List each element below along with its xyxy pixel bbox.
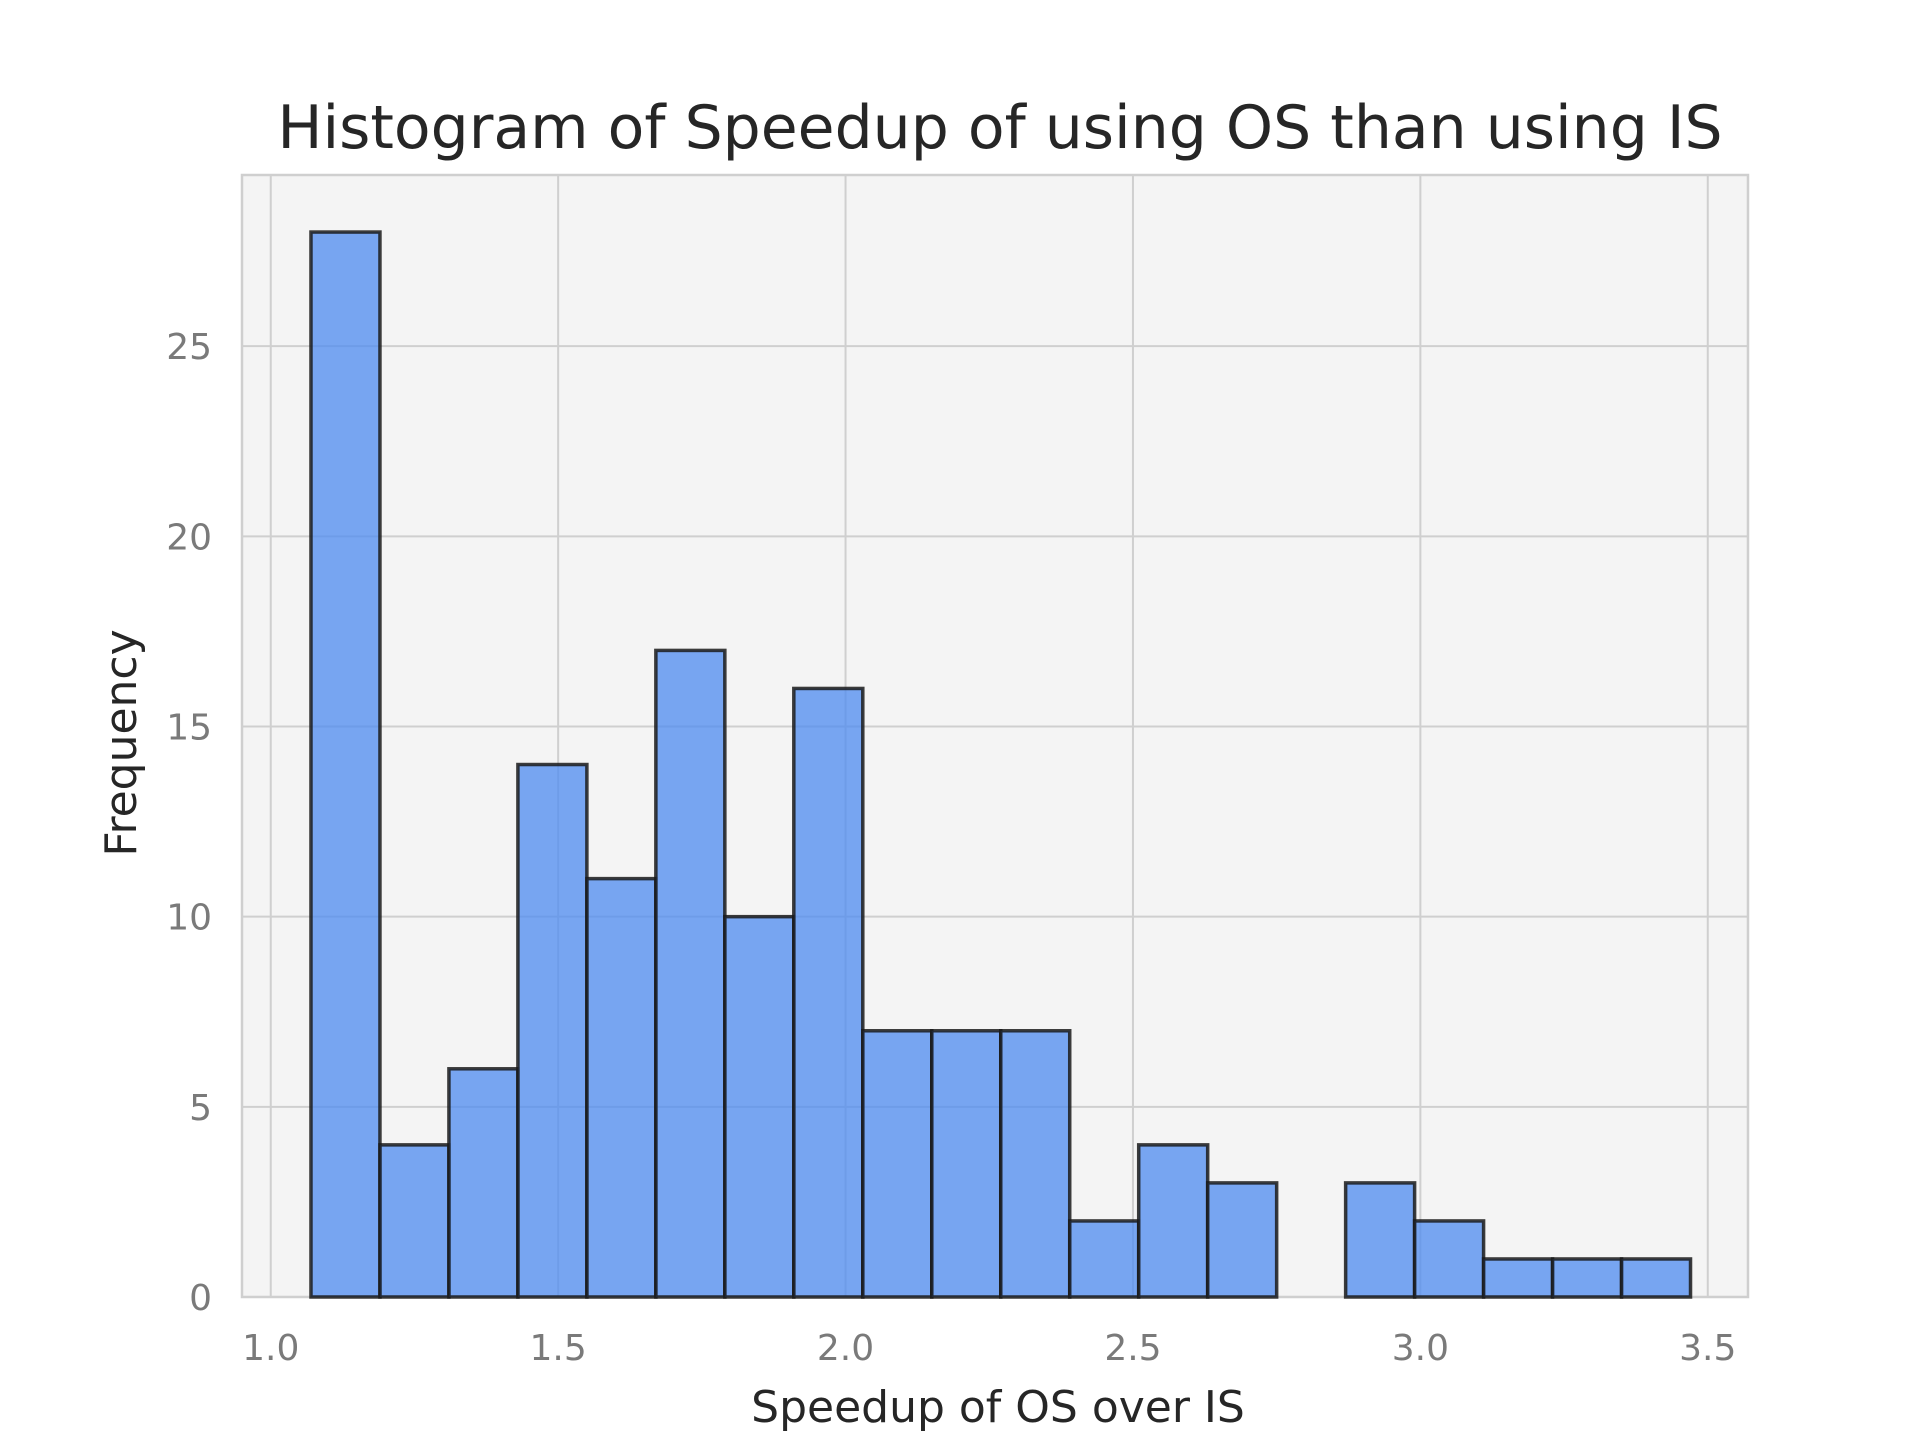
x-tick-label: 3.0 <box>1392 1328 1449 1369</box>
histogram-bar <box>1343 1181 1417 1299</box>
histogram-bar <box>1136 1143 1210 1299</box>
histogram-bar <box>1550 1257 1624 1299</box>
x-tick-label: 2.0 <box>817 1328 874 1369</box>
histogram-bar <box>1205 1181 1279 1299</box>
histogram-bar <box>930 1029 1003 1299</box>
histogram-bar <box>1481 1257 1555 1299</box>
histogram-bar <box>792 686 865 1299</box>
y-tick-label: 0 <box>189 1278 212 1319</box>
histogram-bar <box>654 648 727 1299</box>
histogram-bar <box>1412 1219 1486 1299</box>
x-axis-ticks: 1.0 1.5 2.0 2.5 3.0 3.5 <box>242 1328 1736 1369</box>
histogram-bar <box>585 876 658 1299</box>
x-tick-label: 3.5 <box>1679 1328 1736 1369</box>
y-tick-label: 10 <box>166 898 212 939</box>
y-axis-ticks: 0 5 10 15 20 25 <box>166 327 212 1319</box>
histogram-bar <box>378 1143 451 1299</box>
histogram-bar <box>516 762 589 1299</box>
x-tick-label: 1.5 <box>530 1328 587 1369</box>
y-axis-label: Frequency <box>96 629 147 856</box>
chart-title: Histogram of Speedup of using OS than us… <box>277 93 1722 163</box>
histogram-bar <box>1067 1219 1141 1299</box>
y-tick-label: 15 <box>166 707 212 748</box>
x-axis-label: Speedup of OS over IS <box>751 1382 1245 1433</box>
histogram-bar <box>861 1029 934 1299</box>
histogram-bar <box>309 230 382 1299</box>
histogram-bar <box>447 1067 520 1299</box>
y-tick-label: 20 <box>166 517 212 558</box>
histogram-bar <box>998 1029 1072 1299</box>
x-tick-label: 1.0 <box>242 1328 299 1369</box>
histogram-bars <box>309 230 1693 1299</box>
x-tick-label: 2.5 <box>1104 1328 1161 1369</box>
y-tick-label: 25 <box>166 327 212 368</box>
y-tick-label: 5 <box>189 1088 212 1129</box>
histogram-bar <box>723 914 796 1299</box>
histogram-bar <box>1619 1257 1693 1299</box>
